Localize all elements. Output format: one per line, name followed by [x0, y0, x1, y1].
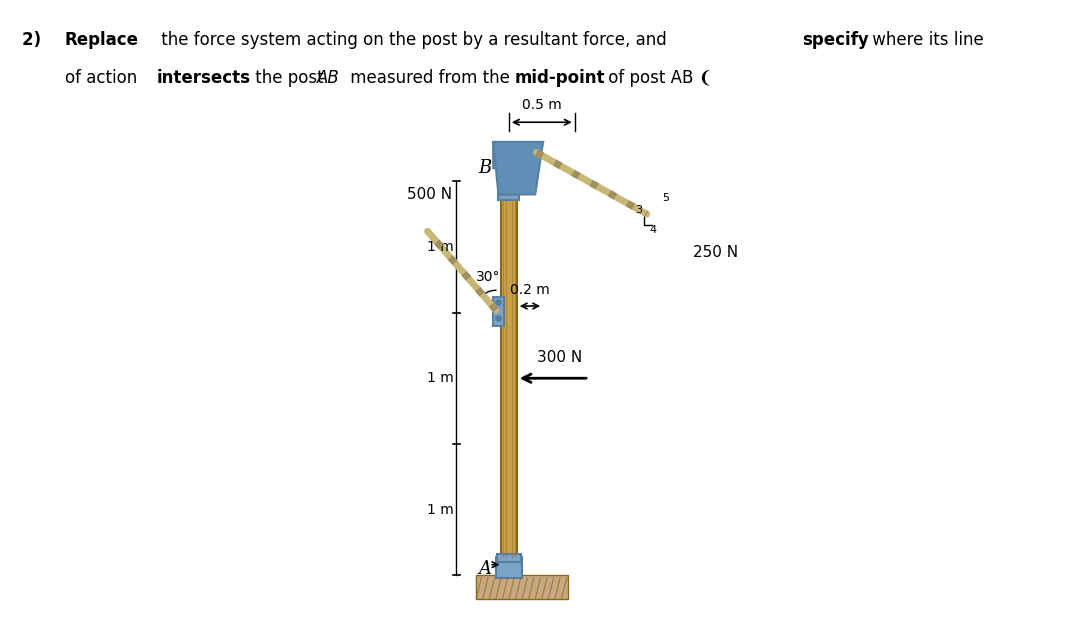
Text: the force system acting on the post by a resultant force, and: the force system acting on the post by a…: [156, 31, 672, 49]
Bar: [499, 194, 519, 200]
Text: where its line: where its line: [867, 31, 983, 49]
Text: A: A: [479, 559, 492, 578]
Text: intersects: intersects: [156, 69, 250, 87]
Text: 2): 2): [22, 31, 46, 49]
Text: 1 m: 1 m: [428, 371, 454, 385]
Text: 5: 5: [661, 193, 669, 203]
Text: 250 N: 250 N: [693, 245, 738, 260]
Text: specify: specify: [802, 31, 869, 49]
Text: of action: of action: [65, 69, 142, 87]
Text: AB: AB: [317, 69, 339, 87]
Bar: [493, 297, 504, 326]
Text: 30°: 30°: [476, 270, 500, 284]
Text: 0.5 m: 0.5 m: [522, 98, 562, 112]
Text: the post: the post: [250, 69, 328, 87]
Text: Replace: Replace: [65, 31, 139, 49]
Text: 3: 3: [635, 205, 643, 215]
Bar: [498, 554, 521, 562]
Text: B: B: [478, 159, 492, 177]
Polygon shape: [493, 142, 543, 168]
Text: 300 N: 300 N: [536, 350, 582, 365]
Text: 1 m: 1 m: [428, 240, 454, 254]
Text: 500 N: 500 N: [406, 187, 451, 202]
Polygon shape: [499, 168, 533, 194]
Text: measured from the: measured from the: [345, 69, 515, 87]
Bar: [501, 200, 517, 557]
Bar: [476, 575, 568, 599]
Text: of post AB ❨: of post AB ❨: [603, 69, 713, 87]
Bar: [495, 557, 522, 578]
Polygon shape: [493, 142, 543, 194]
Text: 4: 4: [649, 224, 657, 234]
Text: 1 m: 1 m: [428, 503, 454, 516]
Text: mid-point: mid-point: [515, 69, 605, 87]
Text: 0.2 m: 0.2 m: [510, 283, 550, 297]
